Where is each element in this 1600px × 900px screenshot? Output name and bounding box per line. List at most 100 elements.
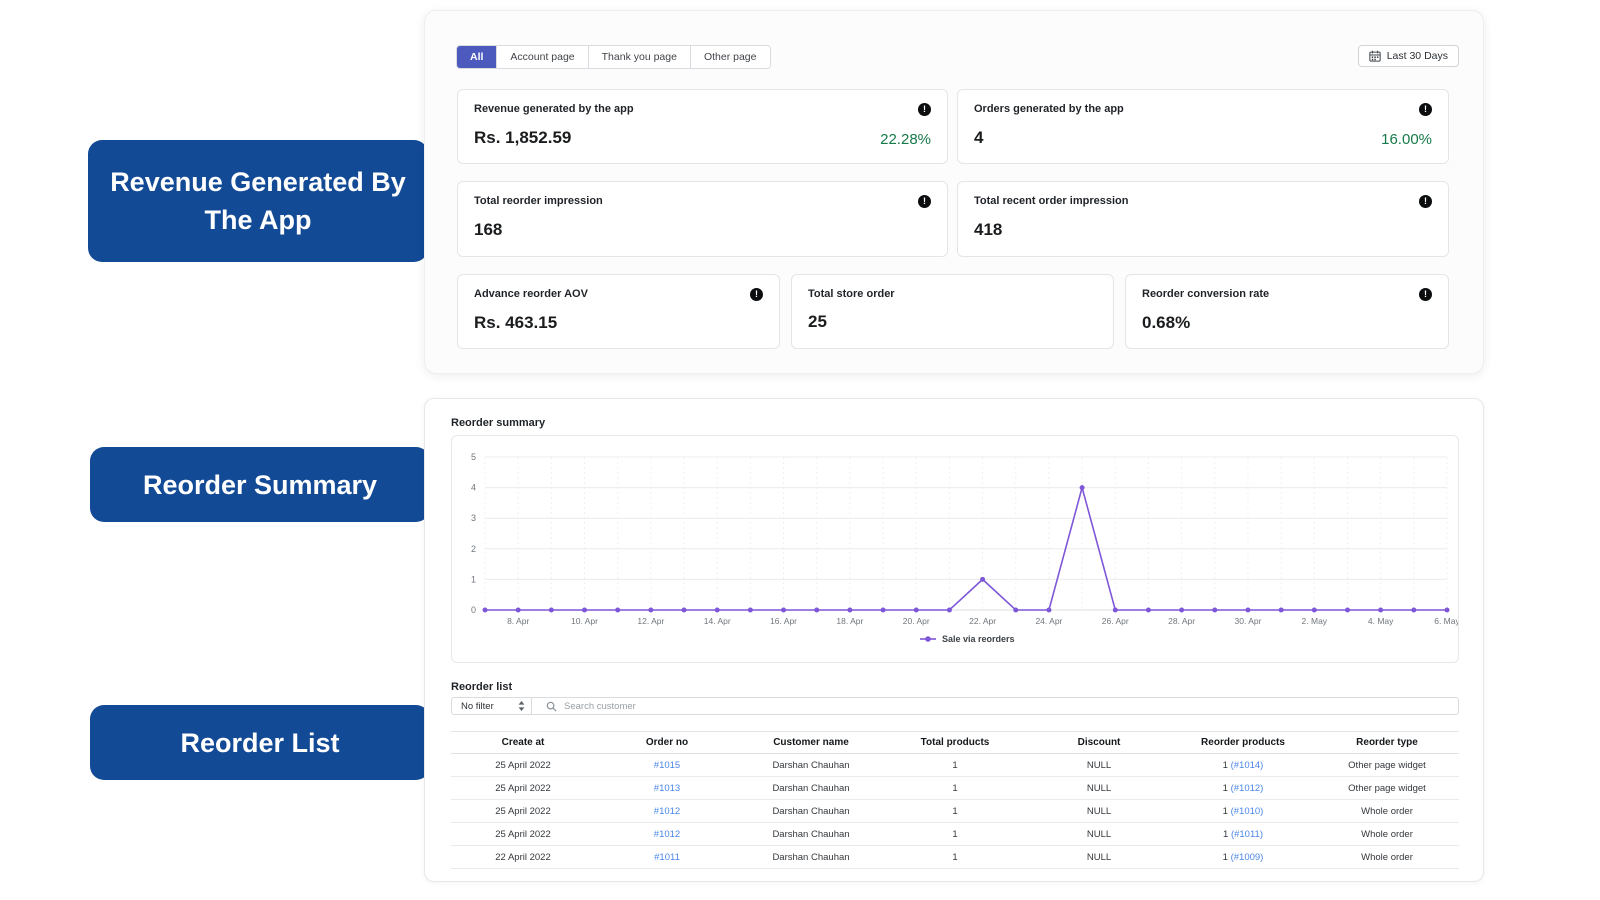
cell-reorder-products: 1 (#1009) (1171, 846, 1315, 869)
order-link[interactable]: #1012 (654, 806, 680, 817)
tab-other-page[interactable]: Other page (690, 46, 770, 68)
cell-order-no: #1011 (595, 846, 739, 869)
info-icon[interactable]: ! (1419, 195, 1432, 208)
data-point (582, 608, 587, 613)
annotation-revenue-generated: Revenue Generated By The App (88, 140, 428, 262)
tab-thank-you-page[interactable]: Thank you page (588, 46, 690, 68)
info-icon[interactable]: ! (918, 195, 931, 208)
cell-reorder-products: 1 (#1012) (1171, 777, 1315, 800)
reorder-summary-chart: 0123458. Apr10. Apr12. Apr14. Apr16. Apr… (451, 435, 1459, 663)
cell-customer-name: Darshan Chauhan (739, 777, 883, 800)
metrics-panel: AllAccount pageThank you pageOther page … (424, 10, 1484, 374)
annotation-reorder-list: Reorder List (90, 705, 430, 780)
tab-all[interactable]: All (457, 46, 496, 68)
x-axis-tick-label: 30. Apr (1234, 616, 1261, 626)
cell-order-no: #1012 (595, 823, 739, 846)
info-icon[interactable]: ! (1419, 103, 1432, 116)
column-header: Discount (1027, 732, 1171, 754)
column-header: Total products (883, 732, 1027, 754)
data-point (814, 608, 819, 613)
metric-title: Total reorder impression (474, 195, 603, 207)
cell-create-at: 25 April 2022 (451, 823, 595, 846)
metric-value: Rs. 1,852.59 (474, 128, 571, 148)
x-axis-tick-label: 24. Apr (1035, 616, 1062, 626)
metric-card: Orders generated by the app ! 4 16.00% (957, 89, 1449, 164)
tab-account-page[interactable]: Account page (496, 46, 587, 68)
metric-title: Revenue generated by the app (474, 103, 634, 115)
cell-total-products: 1 (883, 846, 1027, 869)
reorder-product-link[interactable]: (#1011) (1231, 829, 1263, 840)
cell-customer-name: Darshan Chauhan (739, 846, 883, 869)
data-point (881, 608, 886, 613)
x-axis-tick-label: 26. Apr (1102, 616, 1129, 626)
cell-order-no: #1013 (595, 777, 739, 800)
column-header: Reorder type (1315, 732, 1459, 754)
data-point (1212, 608, 1217, 613)
search-customer-input[interactable] (564, 701, 1458, 712)
cell-total-products: 1 (883, 823, 1027, 846)
metric-value: 4 (974, 128, 983, 148)
reorder-panel: Reorder summary 0123458. Apr10. Apr12. A… (424, 398, 1484, 882)
line-chart: 0123458. Apr10. Apr12. Apr14. Apr16. Apr… (452, 436, 1458, 662)
data-point (1345, 608, 1350, 613)
reorder-list-table: Create atOrder noCustomer nameTotal prod… (451, 731, 1459, 869)
metric-value: 168 (474, 220, 502, 240)
metric-card: Total store order 25 (791, 274, 1114, 349)
data-point (1113, 608, 1118, 613)
page-filter-tabs: AllAccount pageThank you pageOther page (456, 45, 771, 69)
info-icon[interactable]: ! (750, 288, 763, 301)
x-axis-tick-label: 28. Apr (1168, 616, 1195, 626)
order-link[interactable]: #1011 (654, 852, 680, 863)
filter-select[interactable]: No filter (452, 698, 532, 714)
date-range-button[interactable]: Last 30 Days (1358, 45, 1459, 67)
reorder-product-link[interactable]: (#1010) (1231, 806, 1264, 817)
cell-discount: NULL (1027, 777, 1171, 800)
table-row: 25 April 2022 #1012 Darshan Chauhan 1 NU… (451, 823, 1459, 846)
cell-customer-name: Darshan Chauhan (739, 823, 883, 846)
search-icon (546, 701, 557, 712)
metric-title: Reorder conversion rate (1142, 288, 1269, 300)
legend-marker-icon (925, 636, 931, 642)
cell-total-products: 1 (883, 754, 1027, 777)
data-point (516, 608, 521, 613)
reorder-list-filterbar: No filter (451, 697, 1459, 715)
metric-title: Total recent order impression (974, 195, 1128, 207)
cell-reorder-type: Other page widget (1315, 754, 1459, 777)
data-point (1146, 608, 1151, 613)
order-link[interactable]: #1015 (654, 760, 680, 771)
metric-title: Advance reorder AOV (474, 288, 588, 300)
reorder-product-link[interactable]: (#1012) (1231, 783, 1264, 794)
reorder-product-link[interactable]: (#1009) (1231, 852, 1264, 863)
cell-order-no: #1012 (595, 800, 739, 823)
data-point (748, 608, 753, 613)
column-header: Customer name (739, 732, 883, 754)
data-point (682, 608, 687, 613)
column-header: Order no (595, 732, 739, 754)
cell-reorder-products: 1 (#1014) (1171, 754, 1315, 777)
order-link[interactable]: #1012 (654, 829, 680, 840)
x-axis-tick-label: 16. Apr (770, 616, 797, 626)
calendar-icon (1369, 50, 1381, 62)
metric-title: Orders generated by the app (974, 103, 1124, 115)
metric-value: 25 (808, 312, 827, 332)
cell-reorder-products: 1 (#1011) (1171, 823, 1315, 846)
order-link[interactable]: #1013 (654, 783, 680, 794)
cell-reorder-type: Whole order (1315, 823, 1459, 846)
column-header: Create at (451, 732, 595, 754)
data-point (648, 608, 653, 613)
annotation-label: Revenue Generated By The App (88, 163, 428, 239)
x-axis-tick-label: 8. Apr (507, 616, 529, 626)
info-icon[interactable]: ! (1419, 288, 1432, 301)
cell-create-at: 22 April 2022 (451, 846, 595, 869)
select-arrows-icon (518, 701, 525, 711)
data-point (947, 608, 952, 613)
x-axis-tick-label: 18. Apr (836, 616, 863, 626)
date-range-label: Last 30 Days (1387, 50, 1448, 62)
reorder-product-link[interactable]: (#1014) (1231, 760, 1264, 771)
data-point (1046, 608, 1051, 613)
x-axis-tick-label: 20. Apr (903, 616, 930, 626)
metric-card: Total reorder impression ! 168 (457, 181, 948, 257)
table-row: 25 April 2022 #1013 Darshan Chauhan 1 NU… (451, 777, 1459, 800)
info-icon[interactable]: ! (918, 103, 931, 116)
y-axis-tick-label: 3 (471, 513, 476, 523)
